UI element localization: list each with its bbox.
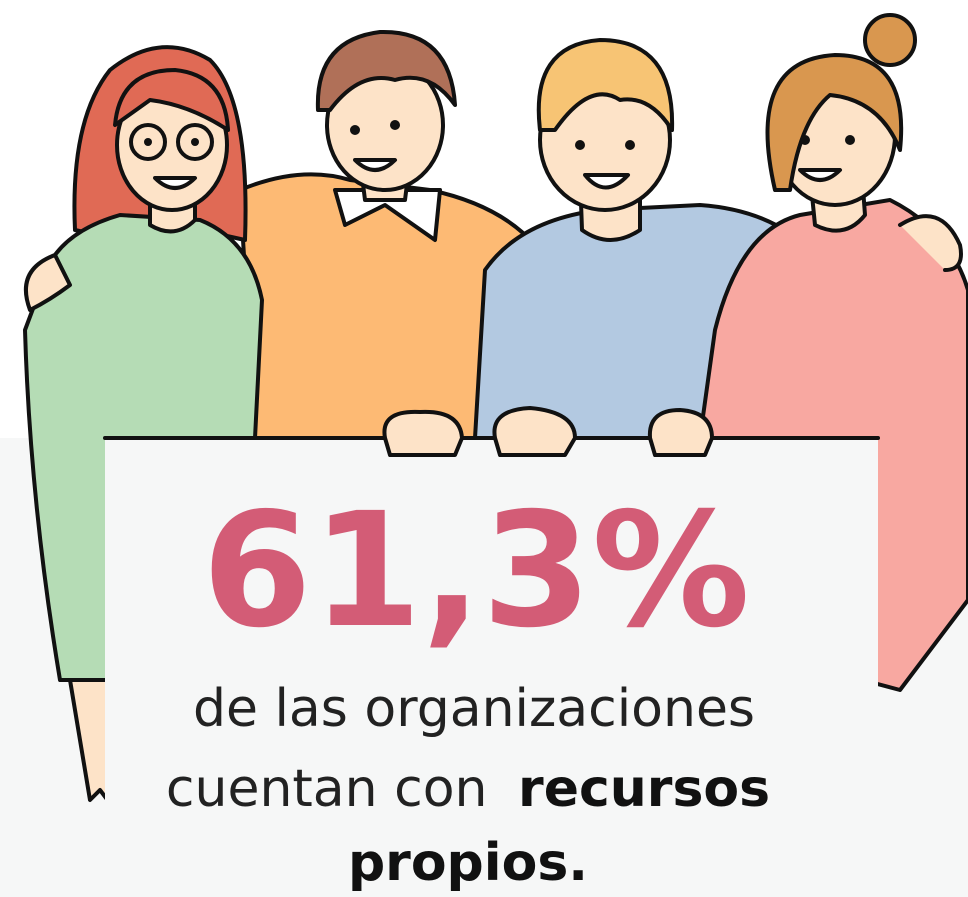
- person-green: [23, 45, 264, 812]
- caption-line: de las organizaciones: [193, 679, 755, 739]
- person-orange: [238, 29, 542, 440]
- caption-emphasis: propios.: [348, 833, 588, 893]
- caption-line: cuentan con recursos: [166, 759, 770, 819]
- headline: 61,3%: [202, 479, 750, 663]
- caption-text: cuentan con: [166, 759, 488, 819]
- caption-emphasis: recursos: [518, 759, 770, 819]
- hands: [382, 406, 714, 457]
- sign: [105, 438, 878, 897]
